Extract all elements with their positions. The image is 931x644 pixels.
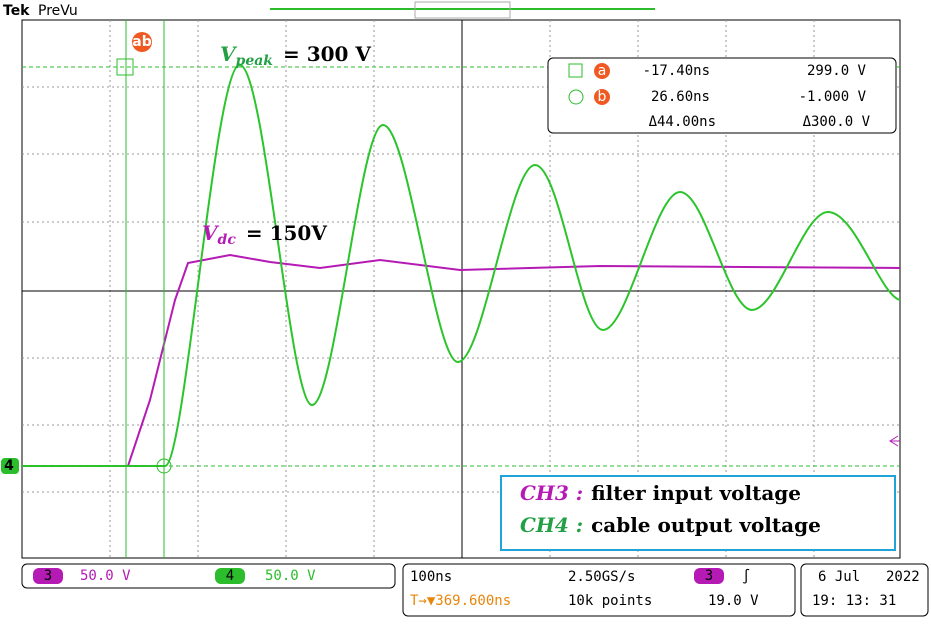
ch3-scale: 50.0 V: [80, 568, 131, 584]
ch4-trace: [22, 63, 901, 467]
sample-rate: 2.50GS/s: [568, 569, 635, 585]
trigger-position: T→▼369.600ns: [410, 593, 511, 609]
ch3-badge: [33, 568, 63, 584]
cursor-b-icon: [568, 89, 584, 105]
timebase: 100ns: [410, 569, 452, 585]
readout-box: [547, 57, 897, 134]
trigger-marker: [889, 435, 900, 447]
cursor-a-icon: [568, 63, 583, 78]
date: 6 Jul: [818, 569, 860, 585]
tag: b: [598, 89, 607, 105]
vdc: Vdc = 150V: [202, 221, 327, 249]
cursor-tag: ab: [132, 34, 151, 50]
volt: -1.000 V: [799, 89, 867, 105]
channel-panel: [21, 563, 396, 589]
trig-ch: 3: [705, 568, 713, 584]
channel-marker: [1, 458, 19, 474]
volt: Δ300.0 V: [803, 114, 871, 130]
vpeak: Vpeak = 300 V: [220, 42, 371, 70]
badge: [594, 89, 610, 105]
brand: Tek: [3, 3, 30, 19]
legend-box: [500, 475, 896, 551]
badge: [594, 63, 610, 79]
ch4-scale: 50.0 V: [265, 568, 316, 584]
channel-marker-label: 4: [4, 458, 14, 474]
ch4-num: 4: [226, 568, 234, 584]
legend-entry: CH4 : cable output voltage: [520, 513, 821, 537]
record-length: 10k points: [568, 593, 652, 609]
clock-panel: [800, 563, 929, 617]
mode: PreVu: [38, 3, 78, 19]
ch3-trace: [22, 253, 901, 467]
clock: 19: 13: 31: [812, 593, 896, 609]
record-window: [414, 1, 511, 19]
trig-badge: [694, 568, 724, 584]
ch3-num: 3: [44, 568, 52, 584]
cursor-badge: [132, 32, 152, 52]
time: 26.60ns: [651, 89, 710, 105]
trig-slope: ∫: [742, 568, 750, 585]
time: Δ44.00ns: [649, 114, 716, 130]
volt: 299.0 V: [807, 63, 867, 79]
tag: a: [598, 63, 607, 79]
time: -17.40ns: [643, 63, 710, 79]
trig-level: 19.0 V: [708, 593, 759, 609]
legend-entry: CH3 : filter input voltage: [520, 481, 801, 505]
year: 2022: [886, 569, 920, 585]
ch4-badge: [215, 568, 245, 584]
